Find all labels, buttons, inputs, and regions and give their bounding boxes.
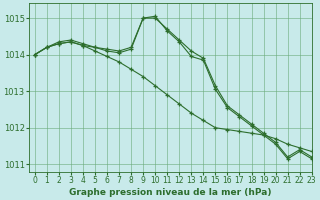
X-axis label: Graphe pression niveau de la mer (hPa): Graphe pression niveau de la mer (hPa) [69, 188, 271, 197]
